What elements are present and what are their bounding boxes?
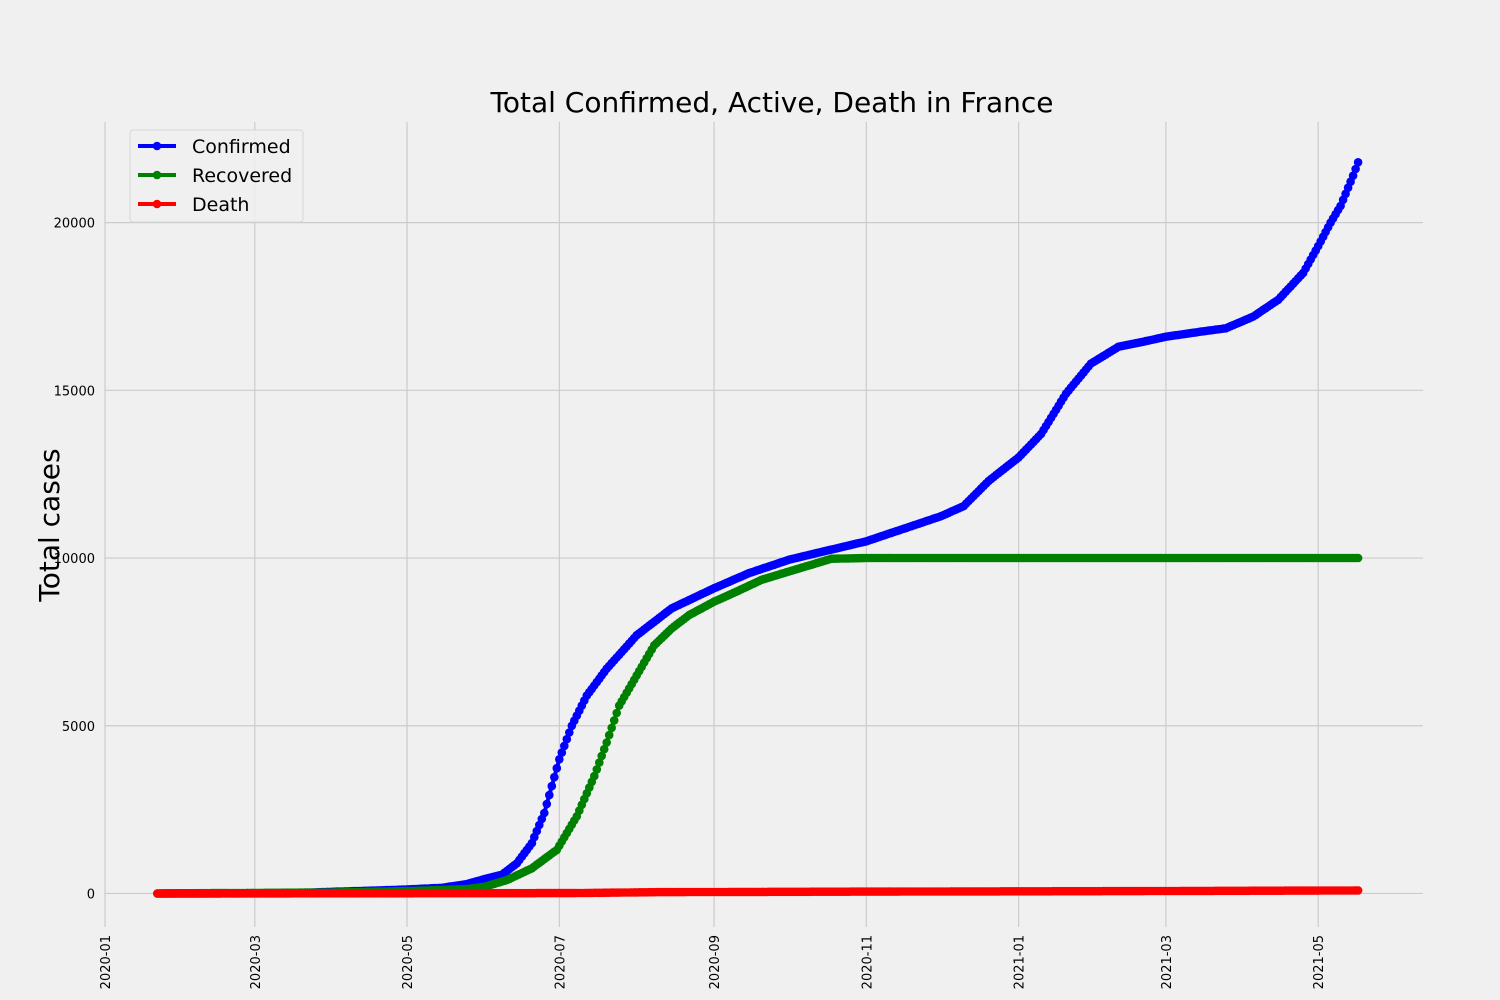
series-lines: [153, 158, 1363, 898]
series-death: [153, 886, 1363, 898]
data-point: [1353, 553, 1363, 563]
y-tick-label: 0: [87, 887, 95, 902]
data-point: [560, 741, 569, 751]
y-tick-label: 10000: [54, 552, 95, 567]
x-tick-label: 2020-11: [860, 935, 875, 989]
data-point: [557, 748, 567, 757]
y-tick-label: 5000: [62, 720, 95, 735]
data-point: [604, 730, 614, 740]
x-tick-label: 2021-05: [1312, 935, 1327, 989]
data-point: [592, 765, 602, 774]
y-axis-ticks: 0 5000 10000 15000 20000: [54, 217, 95, 903]
y-axis-label: Total cases: [33, 448, 66, 602]
y-tick-label: 15000: [54, 384, 95, 399]
legend-swatch-marker: [152, 199, 162, 209]
series-recovered: [153, 553, 1363, 898]
legend-label: Death: [192, 194, 249, 216]
data-point: [545, 790, 554, 800]
data-point: [599, 744, 609, 754]
data-point: [595, 758, 604, 767]
data-point: [607, 723, 616, 733]
data-point: [562, 734, 572, 744]
data-point: [1348, 171, 1358, 180]
legend-swatch-marker: [152, 170, 162, 180]
data-point: [1353, 158, 1363, 167]
data-point: [550, 772, 559, 782]
x-tick-label: 2020-09: [708, 935, 723, 989]
data-point: [547, 781, 557, 791]
legend-box: [129, 129, 304, 223]
legend-swatch-marker: [152, 141, 162, 151]
data-point: [609, 716, 619, 725]
data-point: [1353, 886, 1363, 895]
x-tick-label: 2020-03: [249, 935, 264, 989]
data-point: [555, 755, 564, 764]
data-point: [602, 738, 611, 747]
chart-title: Total Confirmed, Active, Death in France: [490, 86, 1054, 119]
data-point: [590, 771, 599, 781]
legend-label: Confirmed: [192, 136, 291, 158]
data-point: [540, 808, 549, 818]
legend: Confirmed Recovered Death: [129, 129, 304, 223]
grid: [104, 122, 1423, 927]
data-point: [597, 751, 606, 761]
data-point: [542, 799, 552, 809]
legend-label: Recovered: [192, 165, 292, 187]
x-tick-label: 2020-05: [401, 935, 416, 989]
x-axis-ticks: 2020-01 2020-03 2020-05 2020-07 2020-09 2020-…: [99, 935, 1327, 989]
x-tick-label: 2021-03: [1160, 935, 1175, 989]
x-tick-label: 2021-01: [1013, 935, 1028, 989]
data-point: [565, 728, 574, 737]
data-point: [612, 708, 621, 718]
data-point: [1351, 164, 1360, 174]
y-tick-label: 20000: [54, 217, 95, 232]
x-tick-label: 2020-07: [553, 935, 568, 989]
data-point: [552, 763, 562, 773]
x-tick-label: 2020-01: [99, 935, 114, 989]
